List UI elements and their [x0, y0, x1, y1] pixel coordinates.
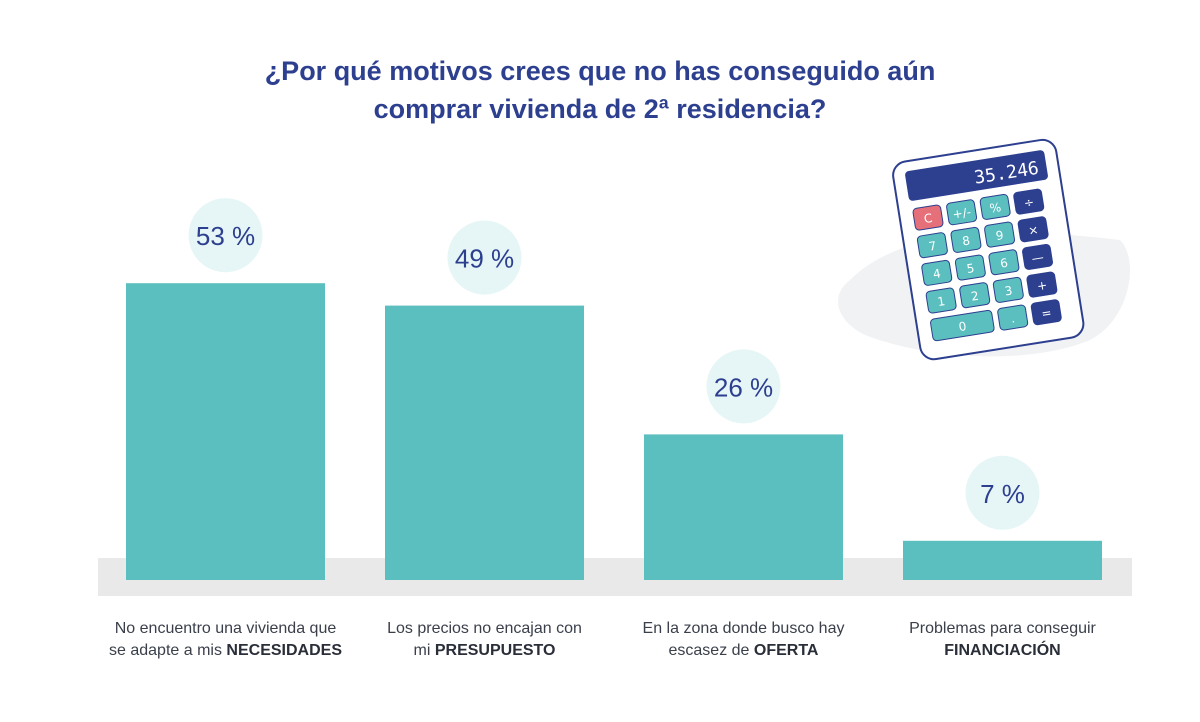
calculator-key	[950, 226, 982, 253]
chart-title: ¿Por qué motivos crees que no has conseg…	[0, 52, 1200, 128]
category-label-3: En la zona donde busco hay escasez de OFE…	[609, 618, 879, 662]
calculator-key-label: 5	[966, 261, 976, 276]
calculator-key	[916, 232, 948, 259]
value-bubble-4	[965, 455, 1040, 530]
calculator-key-label: %	[989, 200, 1002, 216]
calculator-key	[1022, 243, 1053, 270]
calculator-key-label: 8	[961, 233, 971, 248]
calculator-key	[1026, 271, 1058, 298]
calculator-key-label: 6	[999, 256, 1009, 271]
calculator-key	[925, 287, 957, 314]
calculator-key-label: 3	[1004, 283, 1014, 298]
calculator-key	[1017, 216, 1049, 243]
value-label-3: 26 %	[714, 372, 773, 402]
calculator-key-label: ÷	[1023, 195, 1035, 210]
category-label-line: FINANCIACIÓN	[944, 642, 1061, 659]
calculator-key-label: 2	[970, 289, 980, 304]
category-label-2: Los precios no encajan con mi PRESUPUESTO	[350, 618, 620, 662]
value-label-2: 49 %	[455, 244, 514, 274]
category-label-4: Problemas para conseguir FINANCIACIÓN	[868, 618, 1138, 662]
calculator-key-label: =	[1040, 306, 1052, 321]
value-label-1: 53 %	[196, 221, 255, 251]
calculator-key	[997, 304, 1029, 331]
chart-title-line-1: ¿Por qué motivos crees que no has conseg…	[264, 56, 936, 86]
calculator-display	[905, 150, 1048, 201]
calculator-key-label: —	[1031, 250, 1045, 266]
calculator-key-label: C	[923, 211, 933, 226]
calculator-key	[988, 249, 1020, 276]
calculator-key-label: +/-	[952, 205, 972, 222]
calculator-key	[912, 204, 944, 231]
calculator-key	[921, 259, 953, 286]
category-label-1: No encuentro una vivienda que se adapte a…	[91, 618, 361, 662]
calculator-key-label: 9	[995, 228, 1005, 243]
category-label-line: escasez de OFERTA	[668, 642, 819, 659]
calculator-key-label: 4	[932, 266, 942, 281]
bar-4	[903, 540, 1102, 580]
calculator-key-label: +	[1036, 278, 1048, 293]
calculator-key-label: ×	[1027, 223, 1039, 238]
value-bubble-2	[447, 220, 522, 295]
calculator-key	[984, 221, 1016, 248]
calculator-key	[954, 254, 986, 281]
calculator-key	[1030, 299, 1062, 326]
category-label-line: mi PRESUPUESTO	[413, 642, 556, 659]
bar-2	[385, 305, 584, 580]
bar-3	[644, 434, 843, 580]
chart-title-line-2: comprar vivienda de 2ª residencia?	[373, 94, 827, 124]
calculator-key-label: 7	[928, 239, 938, 254]
bar-1	[126, 283, 325, 580]
category-label-line: Los precios no encajan con	[387, 620, 582, 637]
category-label-line: En la zona donde busco hay	[642, 620, 845, 637]
value-bubble-3	[706, 349, 781, 424]
calculator-key-label: 0	[958, 319, 968, 334]
calculator-key	[992, 276, 1024, 303]
calculator-key	[959, 282, 991, 309]
value-label-4: 7 %	[980, 479, 1025, 509]
bars-group: 53 %49 %26 %7 %	[126, 198, 1102, 580]
category-label-line: No encuentro una vivienda que	[114, 620, 337, 637]
calculator-key	[1013, 188, 1045, 215]
calculator-key	[930, 309, 995, 342]
calculator-key-label: .	[1010, 311, 1016, 325]
category-label-line: se adapte a mis NECESIDADES	[109, 642, 342, 659]
category-label-line: Problemas para conseguir	[909, 620, 1096, 637]
value-bubble-1	[188, 198, 263, 273]
calculator-key-label: 1	[936, 294, 946, 309]
calculator-key	[979, 193, 1011, 220]
calculator-key	[946, 199, 978, 226]
